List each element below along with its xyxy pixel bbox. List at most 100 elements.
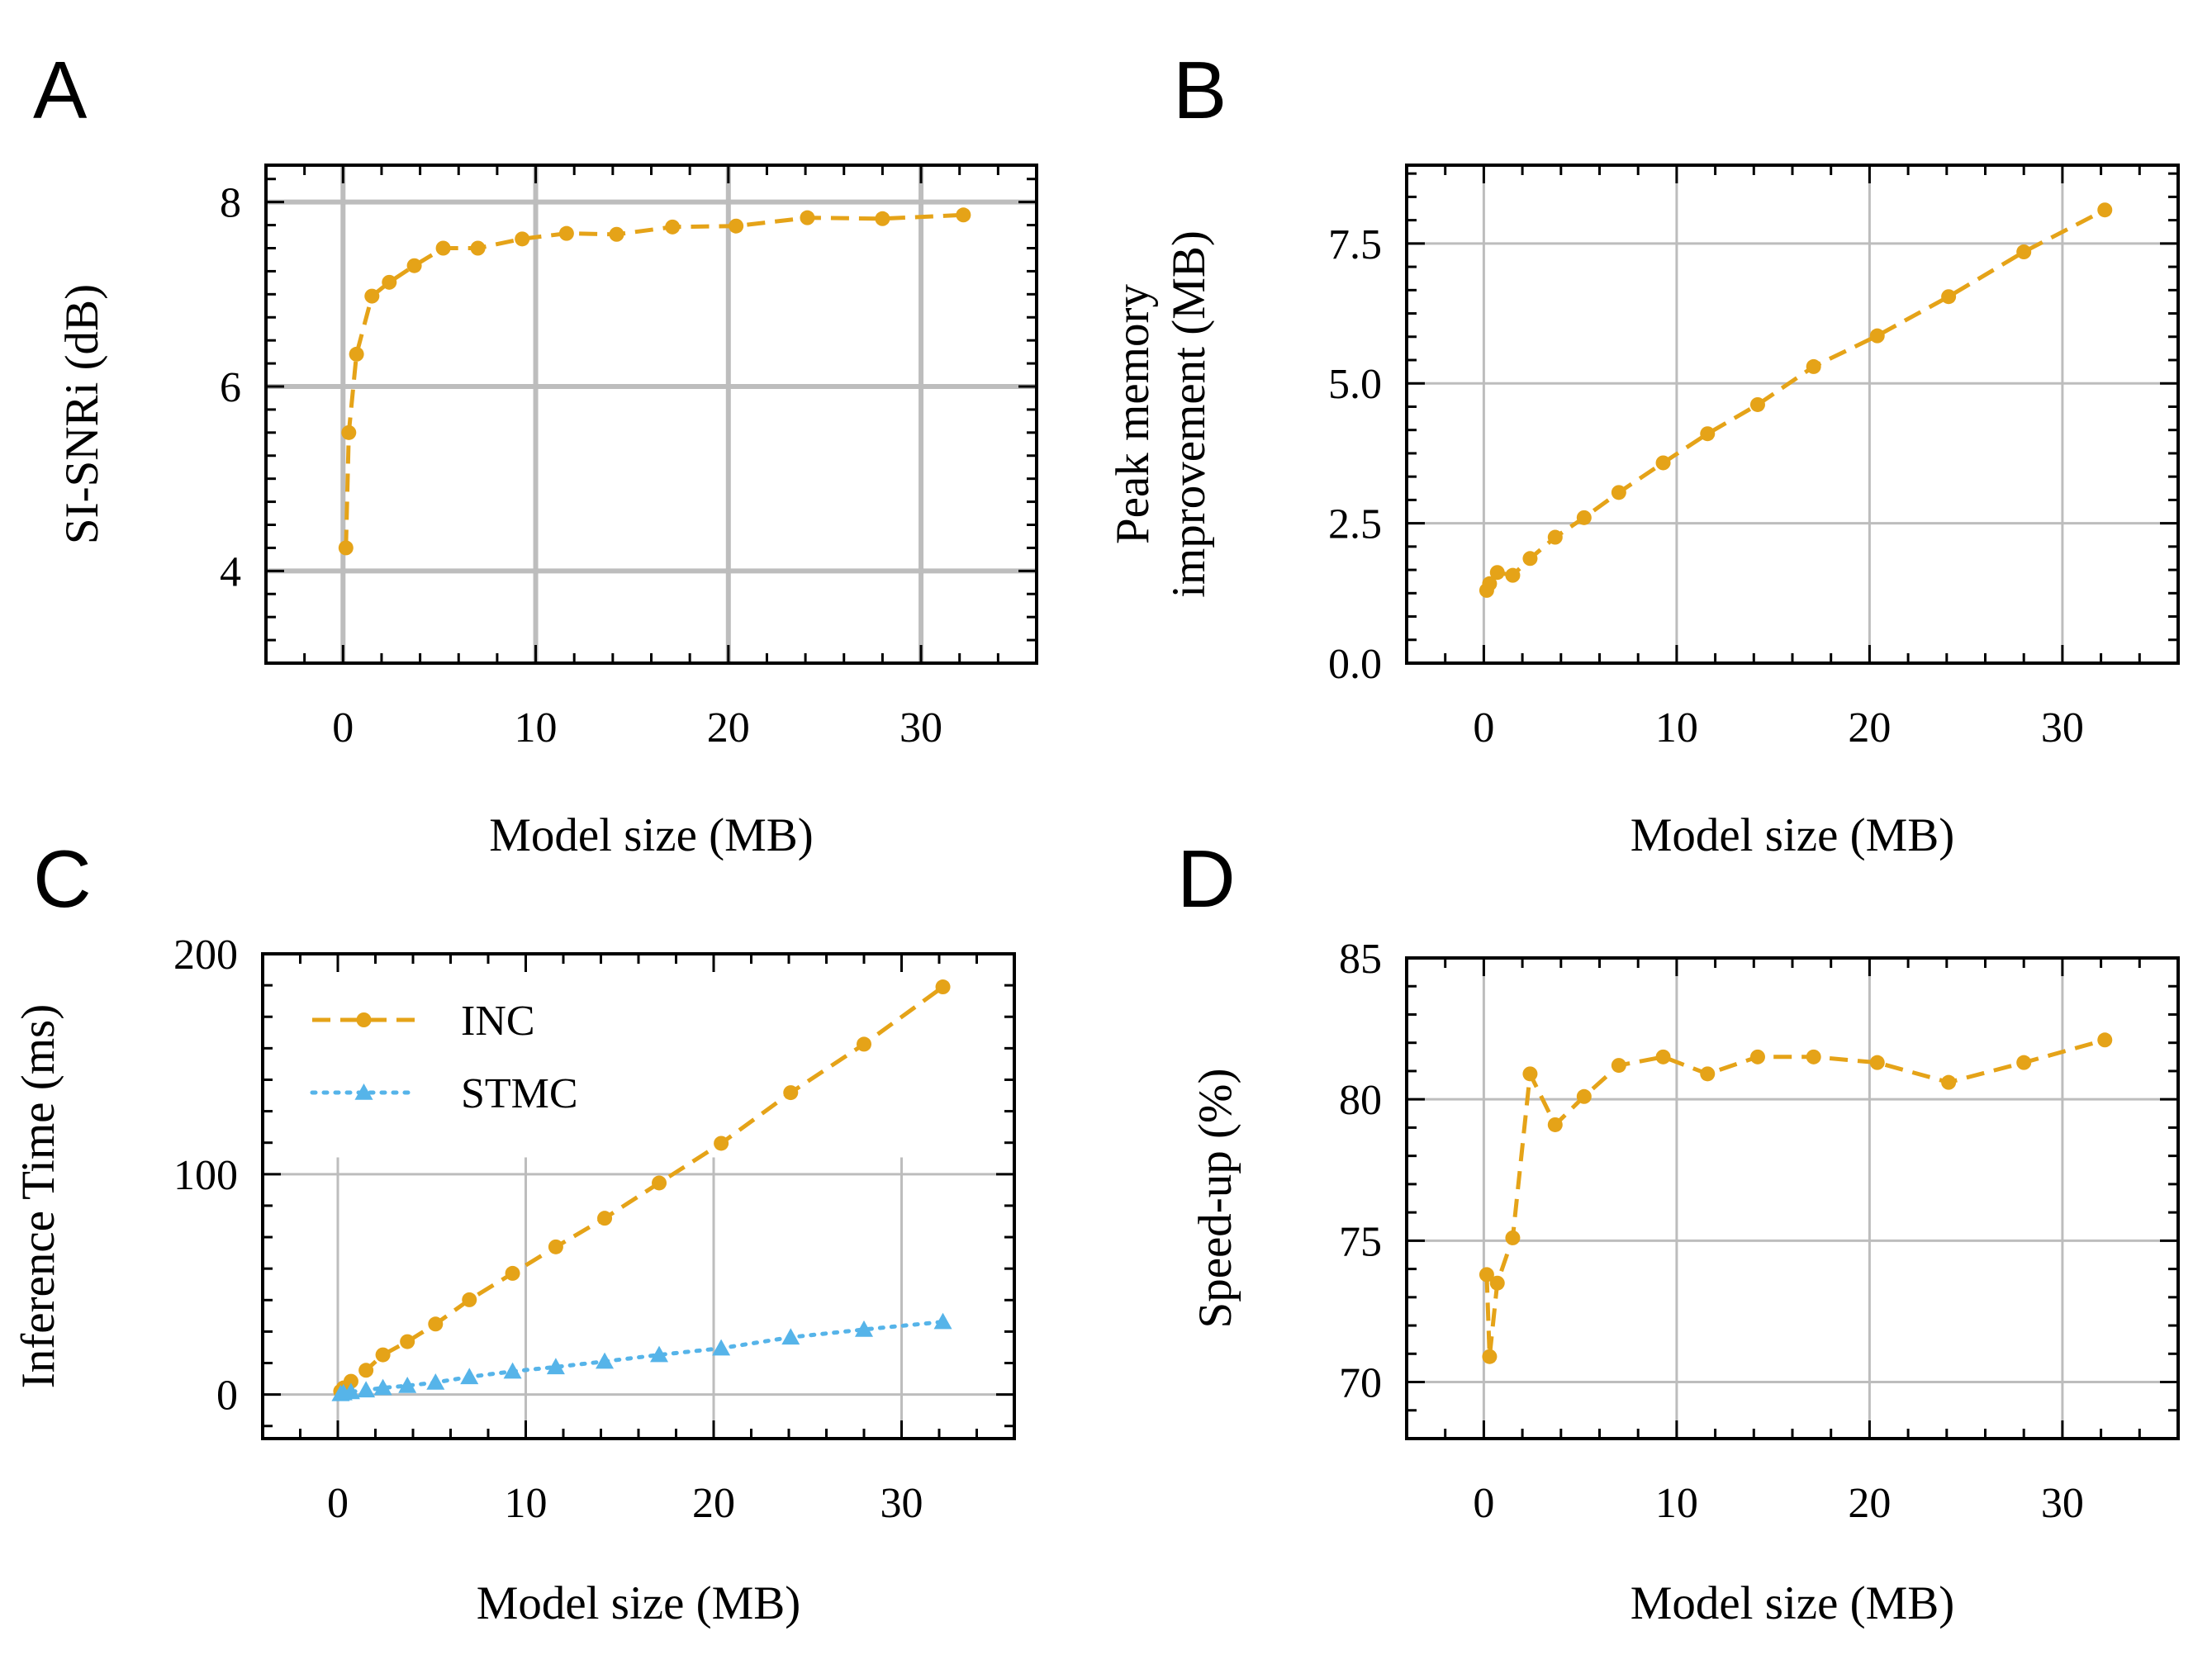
y-tick-label: 0 — [216, 1373, 238, 1420]
y-axis-label: improvement (MB) — [1163, 230, 1215, 598]
data-point-inc — [956, 207, 971, 223]
data-point-stmc — [596, 1352, 615, 1369]
data-point-stmc — [855, 1320, 873, 1337]
legend-marker — [354, 1083, 373, 1100]
y-tick-label: 2.5 — [1328, 501, 1382, 548]
panel-a: A 0 10 20 30 4 6 8 Model size (MB) SI-SNRi (dB) — [33, 45, 1038, 861]
y-tick-label: 85 — [1339, 936, 1382, 983]
data-point-inc — [652, 1175, 667, 1191]
ticks — [261, 952, 1016, 1439]
data-point-inc — [548, 1239, 563, 1254]
data-point-inc — [800, 210, 815, 225]
panel-letter: D — [1177, 833, 1236, 924]
data-point-inc — [1482, 1349, 1498, 1364]
data-point-stmc — [341, 1382, 360, 1400]
data-point-inc — [505, 1265, 520, 1281]
data-point-inc — [1611, 1058, 1626, 1074]
data-point-inc — [1547, 1117, 1563, 1132]
data-point-inc — [470, 240, 486, 256]
x-tick-label: 20 — [707, 704, 750, 752]
data-point-inc — [935, 979, 951, 995]
data-point-inc — [783, 1085, 799, 1101]
data-point-inc — [1505, 567, 1521, 583]
ticks — [1405, 165, 2180, 665]
data-point-inc — [358, 1363, 374, 1378]
panel-letter: A — [33, 45, 88, 135]
data-point-inc — [1869, 1055, 1885, 1070]
data-point-stmc — [712, 1339, 731, 1356]
x-tick-label: 30 — [2041, 1480, 2084, 1527]
panel-letter: C — [33, 833, 92, 924]
data-point-inc — [364, 288, 380, 304]
y-tick-label: 0.0 — [1328, 641, 1382, 688]
data-point-stmc — [650, 1345, 669, 1363]
data-point-inc — [1869, 328, 1885, 344]
x-tick-label: 0 — [327, 1480, 349, 1527]
data-point-inc — [400, 1334, 415, 1349]
legend-label: STMC — [461, 1070, 578, 1117]
data-point-stmc — [426, 1373, 445, 1390]
data-point-inc — [1700, 1066, 1716, 1082]
y-tick-label: 4 — [220, 548, 241, 595]
series-line-inc — [344, 212, 964, 548]
data-point-inc — [714, 1136, 729, 1151]
series-group — [338, 207, 971, 556]
data-point-inc — [406, 258, 422, 273]
data-point-inc — [1489, 565, 1505, 581]
grid — [266, 165, 1037, 663]
x-tick-label: 20 — [692, 1480, 735, 1527]
data-point-inc — [1749, 1049, 1765, 1064]
data-point-inc — [2016, 1055, 2032, 1070]
y-axis-label: Speed-up (%) — [1189, 1069, 1241, 1329]
panel-c: C 0 10 20 30 0 100 200 Model size (MB) Inference … — [12, 833, 1016, 1629]
data-point-inc — [609, 226, 624, 242]
panel-b: B 0 10 20 30 0.0 2.5 5.0 7.5 Model size (MB) Peak … — [1107, 45, 2180, 861]
x-tick-label: 30 — [900, 704, 942, 752]
series-group — [1479, 202, 2113, 598]
data-point-inc — [1482, 576, 1498, 591]
x-tick-label: 20 — [1848, 704, 1891, 752]
data-point-inc — [1941, 289, 1957, 305]
data-point-stmc — [503, 1362, 522, 1379]
y-tick-label: 7.5 — [1328, 221, 1382, 268]
series-line-inc — [1484, 1037, 2105, 1357]
series-line-inc — [1484, 207, 2106, 591]
x-tick-label: 10 — [1655, 704, 1698, 752]
x-tick-label: 20 — [1848, 1480, 1891, 1527]
x-tick-label: 10 — [515, 704, 558, 752]
y-tick-label: 5.0 — [1328, 361, 1382, 408]
panel-d: D 0 10 20 30 70 75 80 85 Model size (MB) Speed-up … — [1177, 833, 2180, 1629]
grid — [1407, 165, 2178, 663]
legend-label: INC — [461, 998, 535, 1045]
data-point-inc — [1700, 426, 1716, 442]
data-point-inc — [1479, 1267, 1494, 1283]
data-point-inc — [1806, 1049, 1821, 1064]
grid — [1407, 958, 2178, 1439]
ticks — [264, 165, 1038, 665]
legend: INC STMC — [310, 998, 578, 1117]
data-point-inc — [875, 211, 890, 226]
data-point-inc — [597, 1211, 613, 1226]
y-axis-label: Inference Time (ms) — [12, 1004, 64, 1388]
x-axis-label: Model size (MB) — [1631, 1577, 1955, 1629]
y-tick-label: 75 — [1339, 1218, 1382, 1265]
data-point-inc — [857, 1036, 871, 1052]
data-point-inc — [462, 1292, 477, 1307]
data-point-inc — [382, 274, 397, 290]
x-tick-label: 30 — [2041, 704, 2084, 752]
data-point-stmc — [781, 1328, 800, 1345]
x-tick-label: 0 — [332, 704, 354, 752]
grid — [263, 954, 1014, 1439]
data-point-inc — [1547, 529, 1563, 545]
data-point-inc — [2097, 202, 2113, 218]
data-point-inc — [665, 219, 681, 235]
data-point-stmc — [460, 1368, 479, 1385]
x-tick-label: 30 — [881, 1480, 923, 1527]
data-point-inc — [435, 240, 451, 256]
y-tick-label: 200 — [173, 932, 238, 979]
data-point-inc — [1806, 358, 1821, 374]
data-point-inc — [1941, 1074, 1957, 1090]
legend-marker — [356, 1012, 372, 1027]
panel-letter: B — [1173, 45, 1227, 135]
